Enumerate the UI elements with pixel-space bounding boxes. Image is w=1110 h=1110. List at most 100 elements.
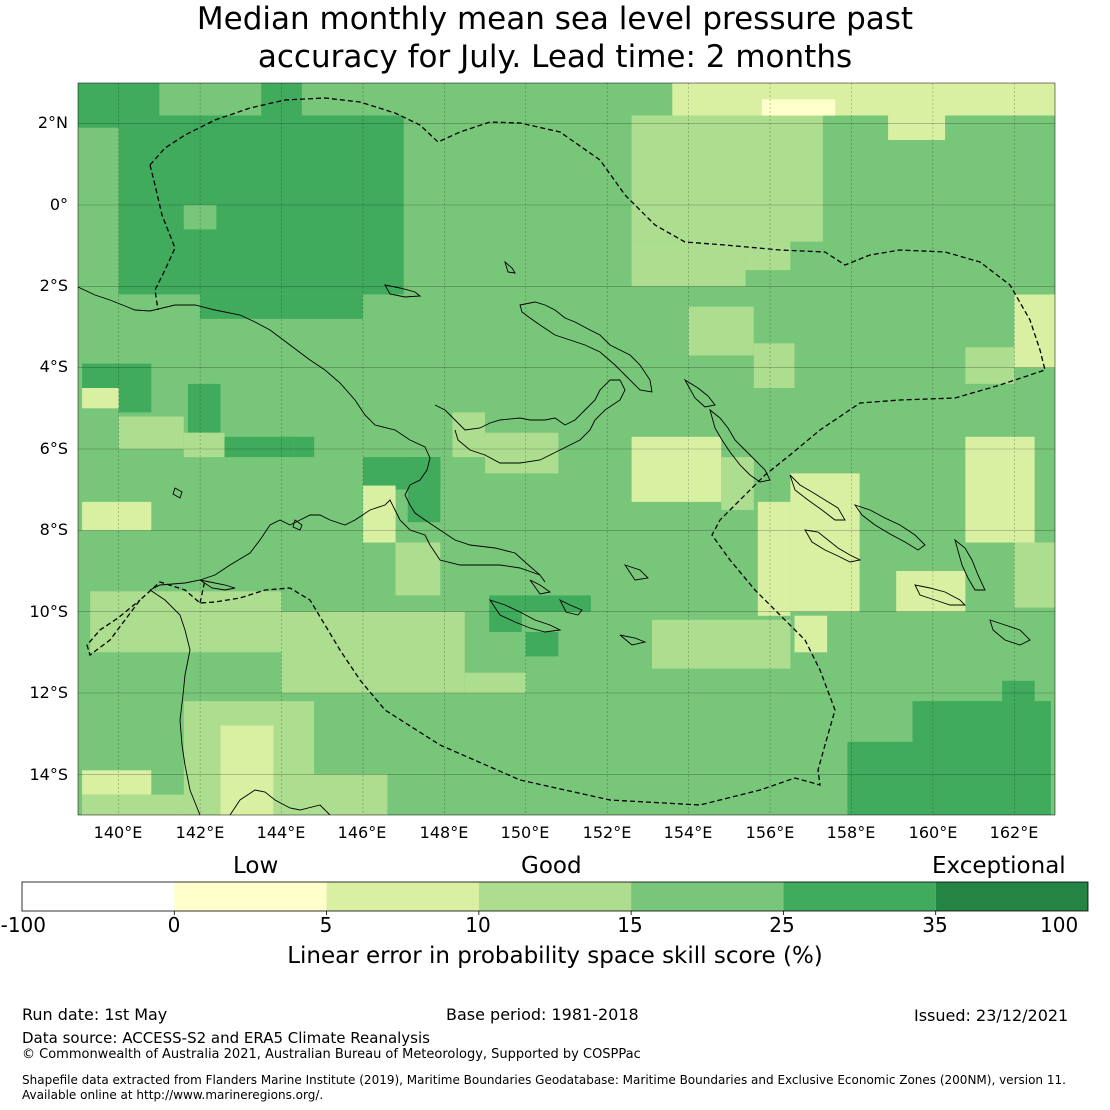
lon-label-162e: 162°E [989,823,1039,842]
colorbar-tick-5: 5 [319,913,333,937]
colorbar-tick-100: 100 [1040,913,1079,937]
skill-cell-22 [745,241,791,271]
lat-label-10s: 10°S [29,602,68,621]
lat-label-14s: 14°S [29,765,68,784]
skill-cell-49 [220,725,274,815]
skill-cell-32 [652,619,791,669]
lon-label-158e: 158°E [826,823,876,842]
skill-cell-25 [688,306,754,356]
colorbar-segment-4 [631,882,784,911]
new-ireland-coastline [683,378,716,408]
torres-islands-coastline [172,487,303,591]
colorbar-segment-0 [22,882,175,911]
skill-cell-45 [485,432,559,474]
skill-cell-15 [525,632,559,657]
skill-cell-37 [896,571,966,612]
lat-label-6s: 6°S [39,439,68,458]
skill-cell-16 [912,701,1051,815]
skill-cell-41 [183,432,225,458]
lon-label-160e: 160°E [908,823,958,842]
title-line-2: accuracy for July. Lead time: 2 months [257,39,853,75]
colorbar [21,881,1089,915]
skill-cell-31 [794,615,828,653]
lon-label-148e: 148°E [419,823,469,842]
colorbar-tick-0: 0 [167,913,181,937]
colorbar-segment-6 [935,882,1088,911]
skill-cell-18 [847,741,913,815]
skill-cell-36 [1014,542,1055,608]
png-australia-boundary [199,579,206,604]
lat-label-2s: 2°S [39,276,68,295]
issued-date: Issued: 23/12/2021 [914,1006,1069,1025]
png-eez-boundary [86,97,1046,806]
skill-cell-50 [82,770,152,795]
title-line-1: Median monthly mean sea level pressure p… [196,1,914,37]
lon-label-144e: 144°E [256,823,306,842]
skill-cell-17 [1002,680,1035,702]
skill-cell-44 [452,412,486,458]
colorbar-tick-35: 35 [922,913,948,937]
skill-cell-6 [82,363,152,388]
skill-cell-4 [363,139,400,161]
skill-cell-2 [200,294,363,319]
skill-cell-34 [965,347,1015,384]
colorbar-word-exceptional: Exceptional [932,853,1066,879]
skill-cell-20 [631,115,823,242]
map-title: Median monthly mean sea level pressure p… [0,0,1110,76]
lon-label-140e: 140°E [93,823,143,842]
copyright: © Commonwealth of Australia 2021, Austra… [22,1047,641,1062]
lat-label-4s: 4°S [39,357,68,376]
skill-cell-21 [631,241,746,287]
skill-cell-9 [293,436,315,458]
skill-field [78,83,1055,815]
colorbar-tick-minus100: -100 [0,913,46,937]
lon-label-146e: 146°E [337,823,387,842]
skill-cell-27 [631,436,722,502]
base-period: Base period: 1981-2018 [446,1005,639,1024]
skill-cell-42 [363,485,396,543]
lat-label-8s: 8°S [39,520,68,539]
lon-label-142e: 142°E [175,823,225,842]
colorbar-outline [21,881,1089,912]
colorbar-tick-15: 15 [617,913,643,937]
lon-label-156e: 156°E [745,823,795,842]
colorbar-tick-25: 25 [769,913,795,937]
skill-cell-43 [395,542,441,596]
skill-cell-35 [965,436,1035,543]
colorbar-segment-5 [783,882,936,911]
skill-cell-53 [464,672,526,693]
lon-label-150e: 150°E [500,823,550,842]
skill-cell-47 [281,611,465,693]
new-guinea-coastline [78,286,546,591]
shapefile-credit-line-1: Shapefile data extracted from Flanders M… [22,1073,1066,1087]
skill-cell-28 [721,457,754,510]
skill-cell-5 [183,205,217,230]
png-east-coastline [434,379,626,464]
run-date: Run date: 1st May [22,1005,168,1024]
lat-label-0: 0° [49,195,68,214]
skill-cell-7 [118,388,152,413]
data-source: Data source: ACCESS-S2 and ERA5 Climate … [22,1029,430,1047]
skill-cell-29 [790,473,860,612]
skill-cell-19 [672,83,1055,116]
colorbar-word-good: Good [521,853,582,879]
maritime-boundaries [86,97,1046,806]
lat-label-12s: 12°S [29,683,68,702]
colorbar-segment-1 [174,882,327,911]
australia-coastline [149,589,331,815]
skill-cell-10 [220,436,294,458]
new-britain-coastline [519,301,653,393]
skill-cell-46 [90,591,282,653]
shapefile-credit-line-2: Available online at http://www.marinereg… [22,1088,324,1102]
colorbar-word-low: Low [233,853,279,879]
skill-cell-12 [407,457,441,523]
skill-cell-30 [757,501,791,616]
skill-cell-24 [761,99,836,116]
skill-cell-51 [82,794,184,815]
map-frame [77,82,1056,816]
lon-label-152e: 152°E [582,823,632,842]
louisiade-coastline [488,564,649,646]
skill-cell-8 [187,383,221,433]
